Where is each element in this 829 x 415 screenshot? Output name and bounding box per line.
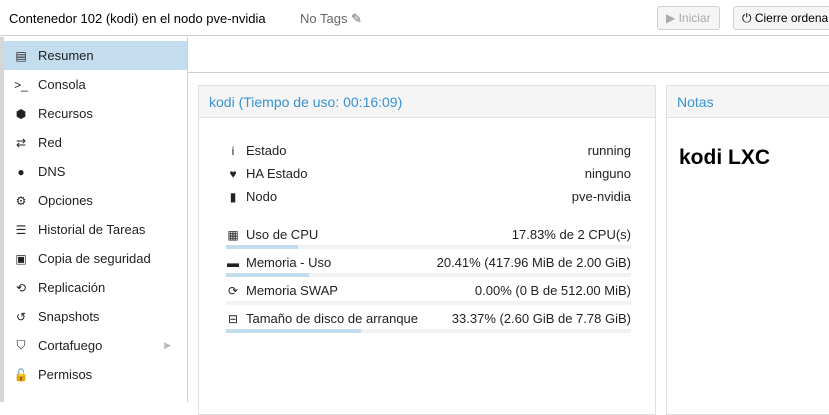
info-icon: i — [231, 143, 235, 158]
row-label: HA Estado — [246, 166, 308, 181]
usage-label: Uso de CPU — [246, 227, 319, 242]
sidebar-item-label: Opciones — [38, 193, 93, 208]
tags-label: No Tags — [300, 11, 348, 26]
pencil-icon: ✎ — [347, 11, 362, 26]
sidebar-item-red[interactable]: ⇄ Red — [4, 128, 187, 157]
status-title: kodi (Tiempo de uso: 00:16:09) — [199, 86, 655, 118]
terminal-icon: >_ — [14, 77, 28, 92]
sidebar-item-label: Copia de seguridad — [38, 251, 151, 266]
globe-icon: ● — [17, 164, 25, 179]
sidebar-item-label: DNS — [38, 164, 66, 179]
hdd-icon: ⊟ — [227, 311, 239, 326]
page-title: Contenedor 102 (kodi) en el nodo pve-nvi… — [9, 11, 266, 26]
server-icon: ▮ — [229, 189, 237, 204]
cube-icon: ⬢ — [15, 106, 27, 121]
usage-progress-fill — [226, 273, 309, 277]
tags-edit[interactable]: No Tags ✎ — [300, 11, 362, 27]
sidebar-item-dns[interactable]: ● DNS — [4, 157, 187, 186]
usage-progress-fill — [226, 329, 362, 333]
usage-value: 33.37% (2.60 GiB de 7.78 GiB) — [451, 311, 631, 326]
sidebar-item-resumen[interactable]: ▤ Resumen — [4, 41, 187, 70]
sidebar-item-copia-de-seguridad[interactable]: ▣ Copia de seguridad — [4, 244, 187, 273]
cpu-icon: ▦ — [227, 227, 239, 242]
refresh-icon: ⟳ — [227, 283, 239, 298]
usage-progress-bar — [226, 273, 631, 277]
row-value: running — [587, 143, 631, 158]
sidebar-item-historial-de-tareas[interactable]: ☰ Historial de Tareas — [4, 215, 187, 244]
sidebar-item-label: Cortafuego — [38, 338, 103, 353]
memory-icon: ▬ — [227, 255, 239, 270]
usage-progress-bar — [226, 329, 631, 333]
sidebar-item-permisos[interactable]: 🔓 Permisos — [4, 360, 187, 389]
shutdown-label: Cierre ordena — [754, 11, 829, 25]
usage-label: Memoria - Uso — [246, 255, 332, 270]
notes-content: kodi LXC — [679, 146, 771, 169]
usage-label: Tamaño de disco de arranque — [246, 311, 419, 326]
sidebar-item-replicaci-n[interactable]: ⟲ Replicación — [4, 273, 187, 302]
sidebar-item-label: Historial de Tareas — [38, 222, 146, 237]
row-value: pve-nvidia — [571, 189, 631, 204]
sidebar-item-label: Consola — [38, 77, 86, 92]
book-icon: ▤ — [15, 48, 27, 63]
sidebar-item-label: Resumen — [38, 48, 94, 63]
sidebar-item-label: Recursos — [38, 106, 93, 121]
sidebar-item-consola[interactable]: >_ Consola — [4, 70, 187, 99]
sidebar-item-snapshots[interactable]: ↺ Snapshots — [4, 302, 187, 331]
row-value: ninguno — [584, 166, 631, 181]
status-row: i Estado running — [226, 143, 631, 158]
status-panel: kodi (Tiempo de uso: 00:16:09) i Estado ru… — [198, 85, 656, 415]
shield-icon: ⛉ — [16, 338, 26, 352]
usage-row: ▬ Memoria - Uso 20.41% (417.96 MiB de 2.00… — [226, 255, 631, 270]
usage-progress-bar — [226, 245, 631, 249]
unlock-icon: 🔓 — [13, 367, 29, 382]
sidebar-item-label: Replicación — [38, 280, 106, 295]
exchange-icon: ⇄ — [15, 135, 27, 150]
heartbeat-icon: ♥ — [229, 166, 237, 181]
gear-icon: ⚙ — [15, 193, 27, 208]
header-bar: Contenedor 102 (kodi) en el nodo pve-nvi… — [0, 0, 829, 36]
floppy-icon: ▣ — [15, 251, 27, 266]
usage-progress-bar — [226, 301, 631, 305]
chevron-right-icon: ▶ — [164, 340, 171, 350]
row-label: Estado — [246, 143, 287, 158]
sidebar-item-cortafuego[interactable]: ⛉ Cortafuego ▶ — [4, 331, 187, 360]
usage-row: ⊟ Tamaño de disco de arranque 33.37% (2.60… — [226, 311, 631, 326]
usage-progress-fill — [226, 245, 299, 249]
sidebar-item-label: Red — [38, 135, 62, 150]
start-label: Iniciar — [678, 11, 711, 25]
shutdown-button[interactable]: ⏻ Cierre ordena — [733, 6, 829, 30]
usage-value: 0.00% (0 B de 512.00 MiB) — [474, 283, 631, 298]
row-label: Nodo — [246, 189, 278, 204]
history-icon: ↺ — [15, 309, 27, 324]
toolbar — [188, 37, 829, 73]
sidebar-item-label: Permisos — [38, 367, 93, 382]
start-button[interactable]: ▶ Iniciar — [657, 6, 720, 30]
sidebar-item-recursos[interactable]: ⬢ Recursos — [4, 99, 187, 128]
power-icon: ⏻ — [742, 11, 755, 25]
sidebar: ▤ Resumen >_ Consola ⬢ Recursos ⇄ Red ● … — [0, 37, 188, 402]
sidebar-item-opciones[interactable]: ⚙ Opciones — [4, 186, 187, 215]
usage-value: 20.41% (417.96 MiB de 2.00 GiB) — [436, 255, 631, 270]
status-row: ♥ HA Estado ninguno — [226, 166, 631, 181]
notes-title: Notas — [667, 86, 829, 118]
retweet-icon: ⟲ — [15, 280, 27, 295]
notes-panel: Notas kodi LXC — [666, 85, 829, 415]
usage-row: ▦ Uso de CPU 17.83% de 2 CPU(s) — [226, 227, 631, 242]
usage-value: 17.83% de 2 CPU(s) — [511, 227, 631, 242]
usage-row: ⟳ Memoria SWAP 0.00% (0 B de 512.00 MiB) — [226, 283, 631, 298]
status-row: ▮ Nodo pve-nvidia — [226, 189, 631, 204]
list-icon: ☰ — [15, 222, 27, 237]
usage-label: Memoria SWAP — [246, 283, 338, 298]
sidebar-item-label: Snapshots — [38, 309, 100, 324]
play-icon: ▶ — [666, 11, 679, 25]
